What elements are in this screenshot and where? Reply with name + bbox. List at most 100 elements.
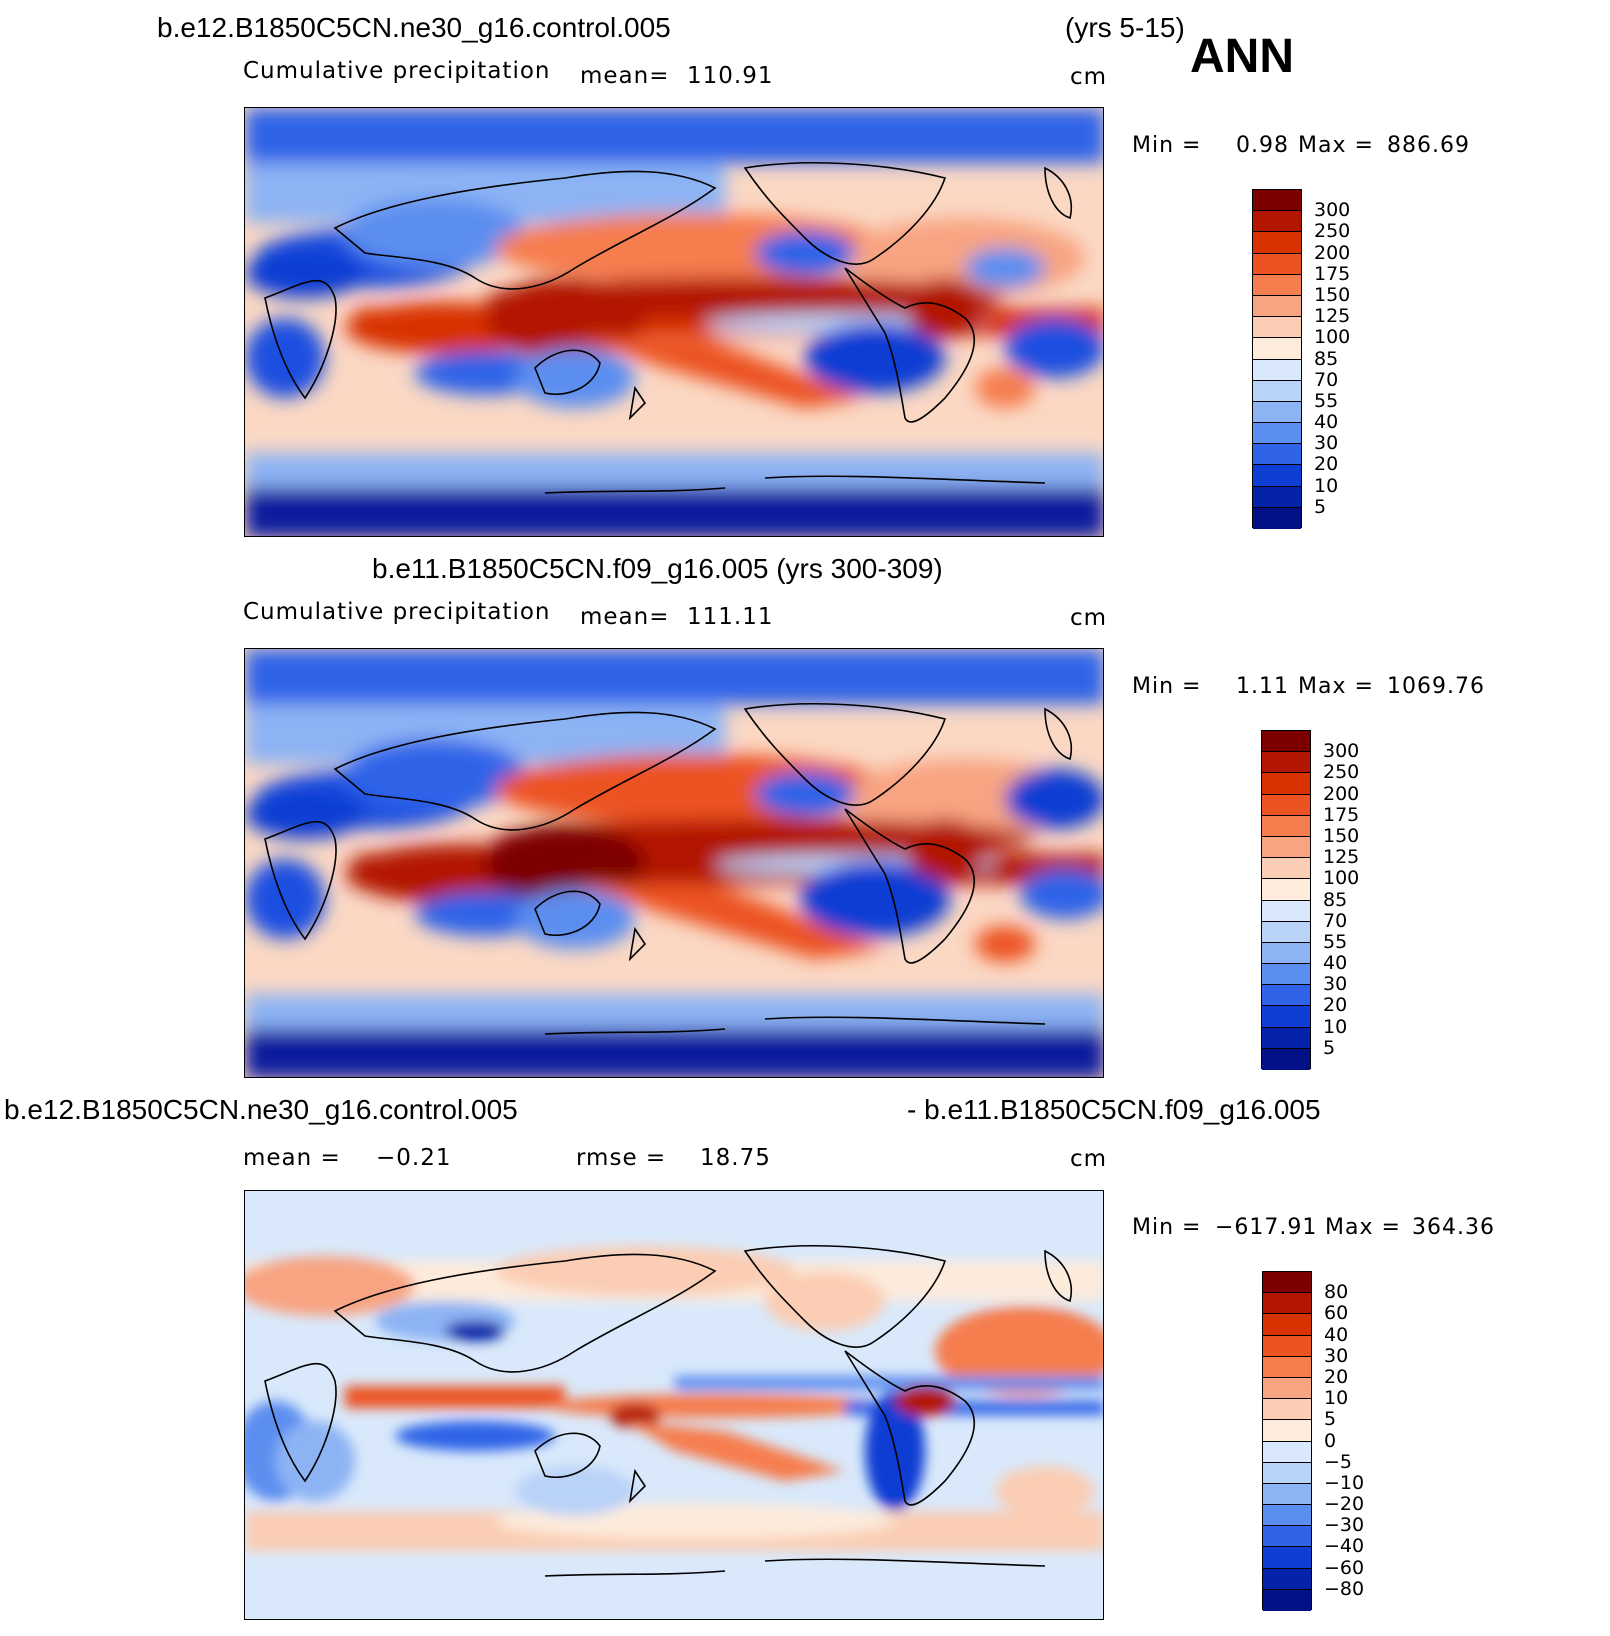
colorbar-swatch (1253, 317, 1301, 339)
colorbar-tick-label: −5 (1324, 1450, 1353, 1473)
colorbar-swatch (1262, 1027, 1310, 1049)
colorbar-tick-label: 5 (1324, 1408, 1337, 1431)
panel1-mean-value: 110.91 (687, 63, 774, 89)
colorbar-swatch (1262, 1048, 1310, 1070)
panel3-title-right: - b.e11.B1850C5CN.f09_g16.005 (907, 1094, 1321, 1125)
colorbar-tick-label: 125 (1323, 846, 1360, 869)
colorbar-swatch (1263, 1314, 1311, 1336)
panel2-variable: Cumulative precipitation (243, 599, 551, 625)
panel3-max-label: Max = (1325, 1215, 1401, 1240)
colorbar-swatch (1253, 253, 1301, 275)
colorbar-swatch (1263, 1547, 1311, 1569)
colorbar-swatch (1263, 1483, 1311, 1506)
panel3-rmse-label: rmse = (576, 1145, 667, 1171)
panel3-mean-value: −0.21 (376, 1145, 452, 1171)
colorbar-swatch (1253, 359, 1301, 381)
colorbar-swatch (1263, 1335, 1311, 1357)
colorbar-tick-label: 5 (1314, 495, 1327, 518)
panel1-min-value: 0.98 (1236, 133, 1289, 158)
colorbar-tick-label: 70 (1323, 909, 1348, 932)
colorbar-swatch (1262, 752, 1310, 774)
panel1-mean-label: mean= (580, 63, 670, 89)
panel2-min-value: 1.11 (1236, 674, 1289, 699)
colorbar-tick-label: −80 (1324, 1577, 1365, 1600)
colorbar-tick-label: 20 (1323, 994, 1348, 1017)
colorbar-swatch (1262, 900, 1310, 922)
panel1-colorbar (1252, 189, 1302, 529)
colorbar-tick-label: 80 (1324, 1281, 1349, 1304)
colorbar-swatch (1253, 380, 1301, 402)
colorbar-tick-label: 100 (1323, 867, 1360, 890)
colorbar-swatch (1262, 879, 1310, 901)
panel2-title: b.e11.B1850C5CN.f09_g16.005 (yrs 300-309… (372, 553, 943, 584)
panel3-min-value: −617.91 (1215, 1215, 1318, 1240)
colorbar-tick-label: 85 (1314, 347, 1339, 370)
colorbar-swatch (1263, 1272, 1311, 1294)
colorbar-swatch (1253, 232, 1301, 254)
colorbar-tick-label: 150 (1314, 283, 1351, 306)
colorbar-swatch (1263, 1505, 1311, 1527)
panel1-max-value: 886.69 (1387, 133, 1470, 158)
colorbar-swatch (1253, 274, 1301, 296)
colorbar-tick-label: 20 (1314, 453, 1339, 476)
colorbar-tick-label: 30 (1323, 973, 1348, 996)
colorbar-swatch (1253, 486, 1301, 508)
colorbar-swatch (1253, 465, 1301, 487)
colorbar-swatch (1262, 985, 1310, 1007)
colorbar-tick-label: 70 (1314, 368, 1339, 391)
colorbar-swatch (1253, 401, 1301, 424)
colorbar-swatch (1263, 1526, 1311, 1548)
colorbar-swatch (1263, 1589, 1311, 1611)
panel2-coastlines (264, 703, 1072, 1035)
colorbar-swatch (1263, 1399, 1311, 1421)
colorbar-swatch (1262, 1006, 1310, 1028)
colorbar-swatch (1262, 921, 1310, 943)
colorbar-tick-label: 40 (1323, 952, 1348, 975)
panel2-mean-label: mean= (580, 604, 670, 630)
panel2-mean-value: 111.11 (687, 604, 774, 630)
colorbar-swatch (1263, 1356, 1311, 1378)
colorbar-swatch (1263, 1293, 1311, 1315)
colorbar-tick-label: 250 (1314, 220, 1351, 243)
colorbar-swatch (1262, 858, 1310, 880)
colorbar-tick-label: 40 (1324, 1323, 1349, 1346)
colorbar-swatch (1263, 1462, 1311, 1484)
panel3-units: cm (1070, 1146, 1108, 1172)
colorbar-tick-label: 125 (1314, 305, 1351, 328)
colorbar-tick-label: 100 (1314, 326, 1351, 349)
colorbar-swatch (1263, 1420, 1311, 1442)
colorbar-tick-label: 55 (1314, 389, 1339, 412)
colorbar-swatch (1253, 444, 1301, 466)
panel1-max-label: Max = (1298, 133, 1374, 158)
panel1-years: (yrs 5-15) (1065, 12, 1185, 43)
panel3-colorbar (1262, 1271, 1312, 1611)
panel3-coastlines (264, 1245, 1072, 1577)
panel2-max-value: 1069.76 (1387, 674, 1485, 699)
colorbar-tick-label: −10 (1324, 1471, 1365, 1494)
colorbar-tick-label: 200 (1323, 782, 1360, 805)
panel3-max-value: 364.36 (1412, 1215, 1495, 1240)
season-label: ANN (1190, 30, 1294, 83)
colorbar-tick-label: 10 (1323, 1015, 1348, 1038)
panel3-title-left: b.e12.B1850C5CN.ne30_g16.control.005 (4, 1094, 518, 1125)
colorbar-swatch (1253, 338, 1301, 360)
panel1-coastlines (264, 162, 1072, 494)
panel2-precip-field (245, 649, 1103, 1077)
panel1-title: b.e12.B1850C5CN.ne30_g16.control.005 (157, 12, 671, 43)
colorbar-swatch (1253, 295, 1301, 318)
colorbar-tick-label: 5 (1323, 1036, 1336, 1059)
colorbar-tick-label: 175 (1314, 262, 1351, 285)
colorbar-tick-label: 10 (1314, 474, 1339, 497)
colorbar-tick-label: 85 (1323, 888, 1348, 911)
colorbar-tick-label: −30 (1324, 1514, 1365, 1537)
colorbar-swatch (1262, 964, 1310, 986)
colorbar-swatch (1263, 1377, 1311, 1400)
panel2-map (244, 648, 1104, 1078)
panel2-min-label: Min = (1132, 674, 1202, 699)
panel1-variable: Cumulative precipitation (243, 58, 551, 84)
colorbar-tick-label: 55 (1323, 930, 1348, 953)
panel2-max-label: Max = (1298, 674, 1374, 699)
colorbar-tick-label: 0 (1324, 1429, 1337, 1452)
colorbar-swatch (1253, 423, 1301, 445)
colorbar-tick-label: 175 (1323, 803, 1360, 826)
